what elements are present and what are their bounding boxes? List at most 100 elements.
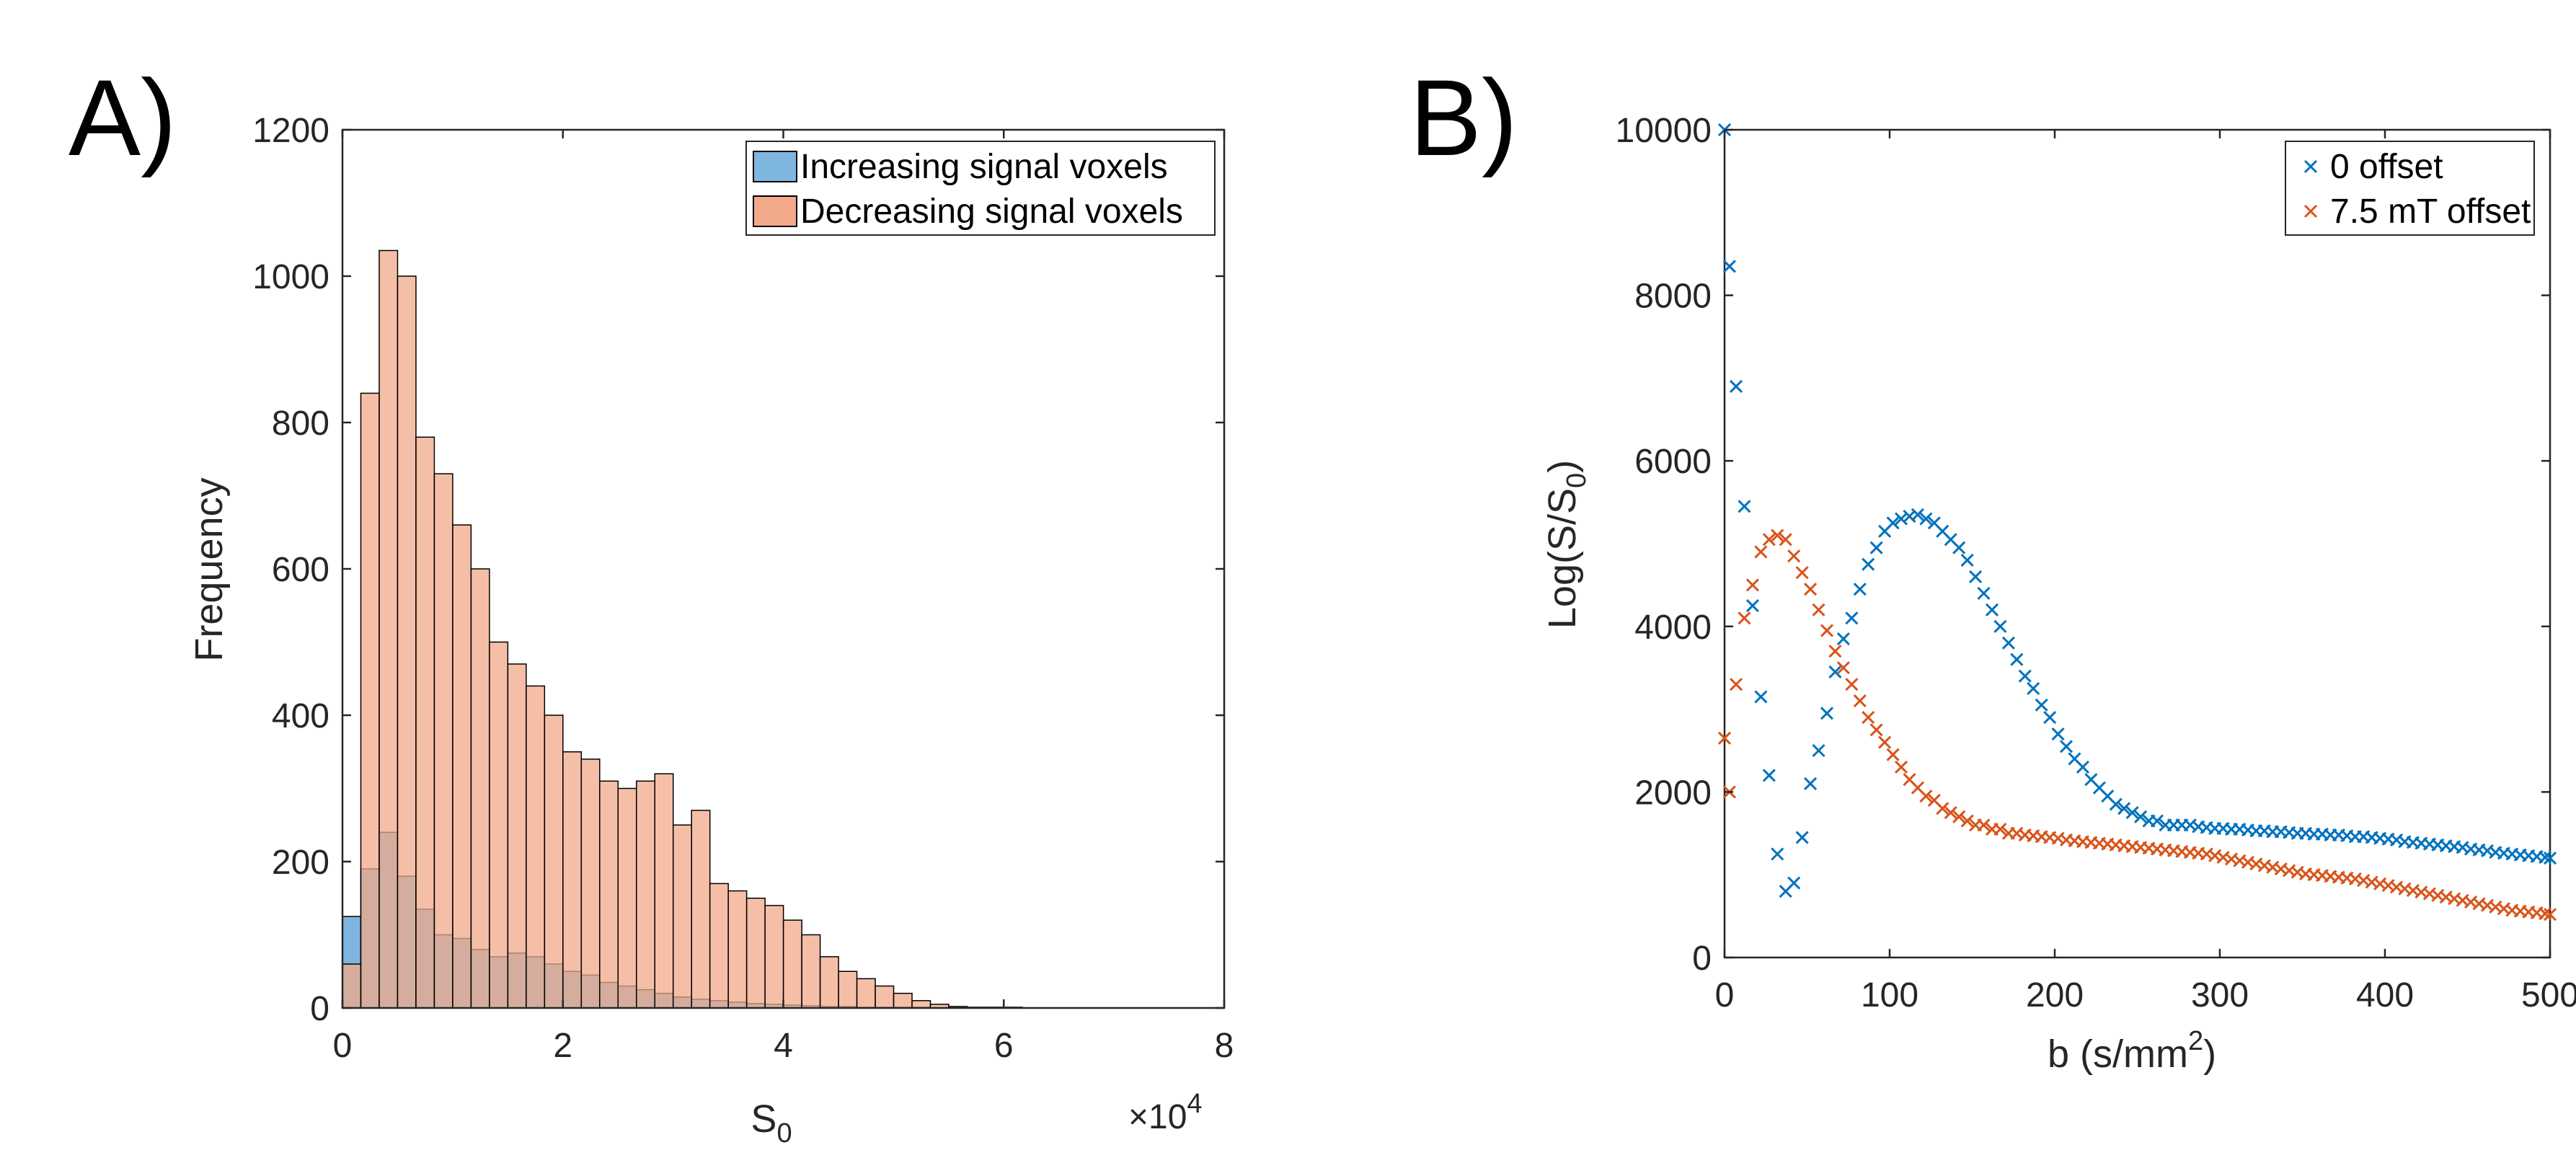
point-series-0-32 — [1977, 586, 1991, 600]
bar-decreasing-4 — [415, 436, 435, 1009]
bar-decreasing-17 — [654, 773, 674, 1009]
bar-decreasing-18 — [672, 824, 692, 1009]
point-series-0-25 — [1919, 512, 1933, 526]
point-series-1-19 — [1869, 723, 1883, 737]
point-series-0-50 — [2125, 806, 2139, 820]
legend-label-0-offset: 0 offset — [2330, 148, 2443, 186]
bar-decreasing-15 — [617, 787, 637, 1009]
point-series-1-5 — [1754, 545, 1768, 559]
bar-decreasing-26 — [819, 956, 839, 1009]
legend-b: 0 offset 7.5 mT offset — [2285, 141, 2535, 236]
point-series-1-3 — [1738, 611, 1751, 625]
point-series-1-11 — [1804, 583, 1818, 596]
bar-decreasing-24 — [782, 919, 802, 1009]
point-series-0-53 — [2150, 814, 2164, 828]
bar-decreasing-13 — [580, 758, 601, 1009]
point-series-1-34 — [1993, 822, 2007, 836]
point-series-0-41 — [2051, 727, 2065, 741]
bar-decreasing-20 — [709, 883, 729, 1009]
point-series-0-44 — [2076, 760, 2089, 774]
bar-decreasing-27 — [838, 970, 858, 1009]
x-tick-label: 2 — [553, 1027, 572, 1065]
point-series-1-25 — [1919, 789, 1933, 803]
point-series-0-21 — [1886, 516, 1900, 530]
point-series-0-2 — [1729, 379, 1743, 393]
point-series-0-38 — [2027, 681, 2040, 695]
x-tick-label: 8 — [1215, 1027, 1234, 1065]
point-series-0-22 — [1894, 512, 1908, 526]
point-series-1-18 — [1862, 711, 1875, 725]
x-tick-label: 6 — [994, 1027, 1014, 1065]
bar-decreasing-0 — [342, 963, 362, 1009]
point-series-1-2 — [1729, 678, 1743, 691]
y-tick-label: 10000 — [1616, 112, 1712, 150]
point-series-0-34 — [1993, 619, 2007, 633]
bar-decreasing-6 — [452, 524, 472, 1009]
x-tick-label: 100 — [1861, 976, 1918, 1014]
point-series-1-22 — [1894, 760, 1908, 774]
point-series-1-16 — [1845, 678, 1859, 691]
bar-decreasing-1 — [360, 392, 380, 1009]
bar-decreasing-9 — [507, 663, 527, 1009]
bar-decreasing-16 — [635, 780, 655, 1009]
point-series-0-17 — [1853, 583, 1867, 596]
point-series-1-17 — [1853, 694, 1867, 708]
point-series-0-6 — [1762, 769, 1776, 782]
x-tick-label: 400 — [2356, 976, 2414, 1014]
x-tick-label: 500 — [2521, 976, 2576, 1014]
point-series-0-24 — [1911, 508, 1924, 521]
bar-decreasing-8 — [489, 641, 509, 1009]
x-ticks-b: 0 100 200 300 400 500 — [1715, 130, 2576, 1014]
point-series-0-42 — [2059, 740, 2073, 753]
point-series-0-49 — [2117, 802, 2131, 815]
y-tick-label: 600 — [272, 551, 329, 589]
point-series-0-31 — [1969, 570, 1983, 583]
point-series-0-13 — [1820, 707, 1834, 720]
bar-decreasing-19 — [691, 810, 711, 1009]
point-series-1-7 — [1771, 528, 1784, 542]
point-series-0-19 — [1869, 541, 1883, 554]
x-tick-label: 200 — [2026, 976, 2084, 1014]
point-series-1-15 — [1836, 661, 1850, 675]
bar-decreasing-12 — [562, 751, 583, 1009]
point-series-0-40 — [2043, 711, 2057, 725]
bar-decreasing-21 — [727, 890, 748, 1009]
legend-marker-7-5-mt-offset — [2303, 204, 2318, 218]
point-series-0-5 — [1754, 690, 1768, 704]
point-series-0-10 — [1795, 831, 1809, 844]
y-ticks-b: 0 2000 4000 6000 8000 10000 — [1616, 112, 2550, 978]
point-series-1-32 — [1977, 818, 1991, 832]
point-series-0-1 — [1722, 260, 1736, 273]
y-tick-label: 6000 — [1634, 443, 1712, 481]
legend-box-b — [2285, 141, 2535, 236]
bar-decreasing-25 — [801, 934, 821, 1009]
legend-label-increasing: Increasing signal voxels — [800, 148, 1168, 186]
bar-decreasing-23 — [764, 905, 784, 1009]
legend-label-7-5-mt-offset: 7.5 mT offset — [2330, 193, 2531, 231]
point-series-1-0 — [1717, 731, 1732, 745]
point-series-1-21 — [1886, 748, 1900, 761]
point-series-0-4 — [1745, 599, 1759, 613]
bar-decreasing-11 — [544, 715, 564, 1009]
point-series-0-51 — [2134, 810, 2148, 823]
point-series-1-6 — [1762, 533, 1776, 547]
legend-marker-0-offset — [2303, 159, 2318, 174]
y-tick-label: 200 — [272, 844, 329, 882]
histogram-chart: 0 2 4 6 8 0 200 400 600 800 1000 1200 S0 ×104 Freq… — [187, 112, 1234, 1149]
legend-swatch-decreasing — [753, 195, 797, 227]
point-series-0-100 — [2539, 851, 2552, 864]
plot-area-b — [1723, 128, 2551, 959]
panel-b-label: B) — [1409, 57, 1518, 178]
bar-decreasing-22 — [745, 898, 766, 1009]
x-ticks-a: 0 2 4 6 8 — [333, 130, 1234, 1065]
y-tick-label: 800 — [272, 404, 329, 443]
point-series-0-16 — [1845, 611, 1859, 625]
x-tick-label: 0 — [333, 1027, 353, 1065]
y-tick-label: 1200 — [252, 112, 329, 150]
point-series-1-101 — [2543, 908, 2557, 921]
point-series-0-18 — [1862, 557, 1875, 571]
series-7-5-mt-offset — [1717, 528, 2557, 921]
x-tick-label: 0 — [1715, 976, 1735, 1014]
bar-decreasing-10 — [526, 685, 546, 1009]
